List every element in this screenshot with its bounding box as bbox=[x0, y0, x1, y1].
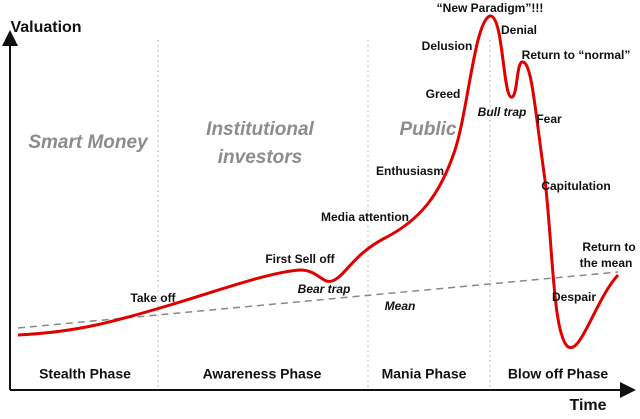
mean-label: Mean bbox=[385, 299, 416, 313]
mean-line bbox=[17, 271, 619, 329]
annotation: Bear trap bbox=[298, 282, 351, 296]
group-label: Smart Money bbox=[28, 132, 149, 153]
annotation: Despair bbox=[552, 290, 596, 304]
group-label: investors bbox=[218, 147, 302, 168]
annotation: Enthusiasm bbox=[376, 164, 444, 178]
annotation: Return to bbox=[582, 240, 635, 254]
annotation: Return to “normal” bbox=[522, 48, 631, 62]
annotation: Bull trap bbox=[478, 105, 527, 119]
annotation: Media attention bbox=[321, 210, 409, 224]
annotation: Take off bbox=[130, 291, 176, 305]
annotation: Greed bbox=[426, 87, 461, 101]
bubble-curve bbox=[17, 14, 620, 350]
annotation: “New Paradigm”!!! bbox=[437, 1, 544, 15]
annotation: the mean bbox=[580, 256, 633, 270]
annotation: Capitulation bbox=[541, 179, 610, 193]
annotation: Fear bbox=[536, 112, 562, 126]
annotation: Delusion bbox=[422, 39, 473, 53]
x-axis-label: Time bbox=[569, 397, 606, 414]
phase-label: Blow off Phase bbox=[508, 366, 609, 382]
phase-label: Mania Phase bbox=[382, 366, 467, 382]
group-label: Public bbox=[399, 119, 456, 140]
y-axis-label: Valuation bbox=[10, 19, 81, 36]
group-label: Institutional bbox=[206, 119, 314, 140]
annotation: Denial bbox=[501, 23, 537, 37]
phase-label: Awareness Phase bbox=[203, 366, 322, 382]
annotation: First Sell off bbox=[265, 252, 335, 266]
phase-label: Stealth Phase bbox=[39, 366, 131, 382]
